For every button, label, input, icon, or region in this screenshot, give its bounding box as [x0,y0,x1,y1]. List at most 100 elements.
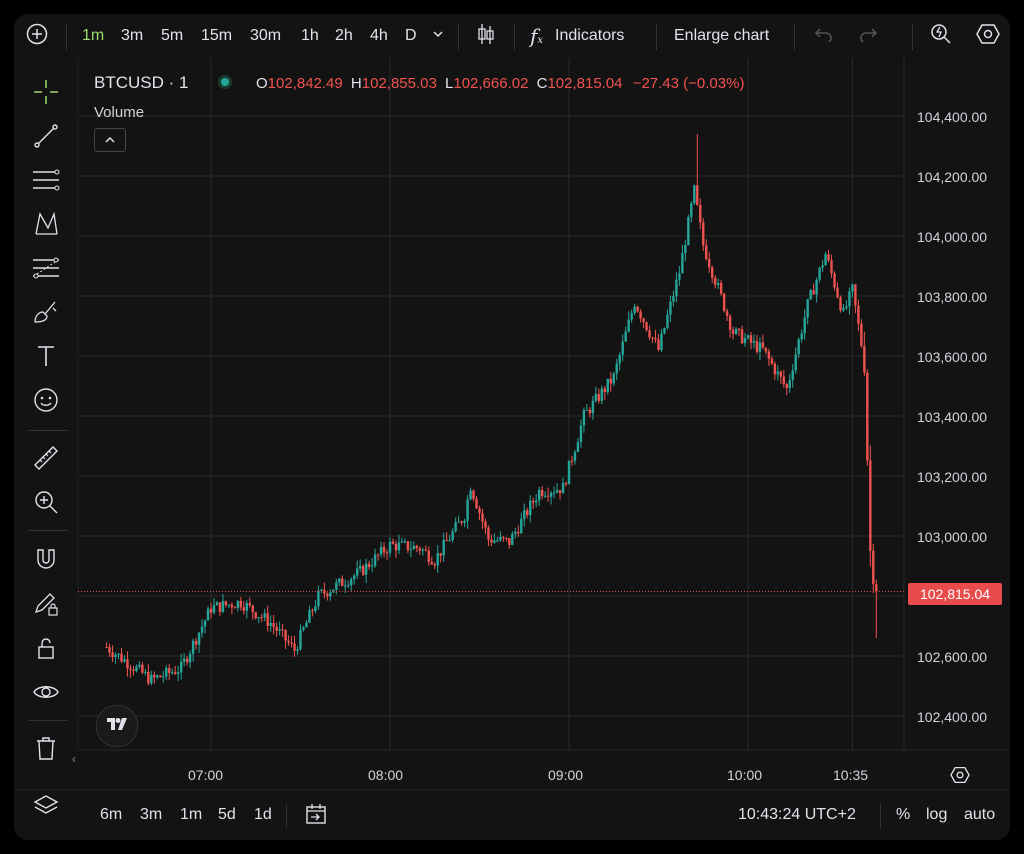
candle-body [335,582,338,590]
price-chart[interactable] [14,14,1010,840]
remove-drawings-tool[interactable] [28,732,64,768]
settings-button[interactable] [976,14,1000,58]
enlarge-chart-button[interactable]: Enlarge chart [674,27,770,44]
candle-body [848,291,851,307]
interval-5m[interactable]: 5m [161,27,184,44]
candle-body [245,602,248,611]
candle-body [439,553,442,556]
hexagon-settings-icon [950,766,970,788]
interval-30m[interactable]: 30m [250,27,282,44]
candle-body [749,335,753,343]
chart-type-button[interactable] [476,14,496,58]
collapse-legend-button[interactable] [94,128,126,152]
candle-body [636,306,639,312]
measure-tool[interactable] [28,442,64,478]
candle-body [123,659,126,662]
candle-body [141,664,144,673]
fib-tool[interactable] [28,252,64,288]
undo-button[interactable] [814,14,834,58]
candle-body [406,541,410,551]
interval-4h[interactable]: 4h [370,27,388,44]
tradingview-logo[interactable] [96,705,138,747]
collapse-toolbar-arrow[interactable]: ‹ [72,752,76,766]
candle-body [618,354,621,364]
candle-body [836,287,839,298]
candle-body [684,245,687,254]
time-tick: 08:00 [368,767,404,783]
candle-body [537,489,541,501]
candle-body [591,400,595,414]
axis-settings-button[interactable] [950,766,970,789]
range-3m[interactable]: 3m [140,806,163,823]
candle-body [708,259,711,268]
candle-body [549,492,553,497]
candle-body [687,216,690,246]
pattern-tool[interactable] [28,208,64,244]
redo-button[interactable] [858,14,878,58]
crosshair-tool[interactable] [28,76,64,112]
candle-body [612,373,615,384]
indicators-button[interactable]: fx Indicators [530,24,625,48]
object-tree-tool[interactable] [28,790,64,826]
candle-body [427,550,430,562]
clock-timezone[interactable]: 10:43:24 UTC+2 [738,806,856,823]
interval-15m[interactable]: 15m [201,27,233,44]
text-tool[interactable] [28,340,64,376]
redo-icon [858,26,878,47]
candle-body [275,626,278,631]
candle-body [570,460,574,462]
candle-body [478,508,481,514]
candle-body [818,267,821,280]
brush-tool[interactable] [28,296,64,332]
range-5d[interactable]: 5d [218,806,236,823]
candle-body [126,659,129,669]
candle-body [540,489,544,497]
candle-body [809,290,812,300]
candle-body [546,495,550,497]
interval-1h[interactable]: 1h [301,27,319,44]
emoji-tool[interactable] [28,384,64,420]
candle-body [728,315,732,330]
range-1d[interactable]: 1d [254,806,272,823]
candle-body [872,550,875,585]
trend-line-tool[interactable] [28,120,64,156]
candle-body [182,658,186,662]
auto-scale-toggle[interactable]: auto [964,806,996,823]
interval-1m[interactable]: 1m [82,27,105,44]
zoom-in-tool[interactable] [28,486,64,522]
interval-d[interactable]: D [405,27,417,44]
candle-body [875,584,878,592]
price-tick: 103,800.00 [917,289,988,305]
candle-body [609,378,612,384]
divider [912,24,913,50]
candle-body [657,339,660,350]
quick-search-button[interactable] [930,14,952,58]
volume-indicator-label[interactable]: Volume [94,104,145,121]
range-1m[interactable]: 1m [180,806,203,823]
range-6m[interactable]: 6m [100,806,123,823]
percent-scale-toggle[interactable]: % [896,806,911,823]
candle-body [737,328,741,330]
interval-2h[interactable]: 2h [335,27,353,44]
interval-3m[interactable]: 3m [121,27,144,44]
magnet-tool[interactable] [28,544,64,580]
horizontal-lines-tool[interactable] [28,164,64,200]
hide-drawings-tool[interactable] [28,676,64,712]
symbol-title[interactable]: BTCUSD · 1 [94,73,189,92]
interval-dropdown[interactable] [432,14,444,58]
ruler-icon [32,444,60,477]
lock-drawings-tool[interactable] [28,588,64,624]
lock-all-tool[interactable] [28,632,64,668]
time-tick: 10:35 [833,767,869,783]
candle-body [373,554,377,566]
candle-body [776,371,780,375]
close-value: 102,815.04 [547,75,623,92]
candle-body [350,579,353,586]
candle-body [302,627,305,630]
add-symbol-button[interactable] [26,14,48,58]
candle-body [176,672,180,674]
candle-body [567,460,571,485]
candle-body [517,531,520,534]
log-scale-toggle[interactable]: log [926,806,948,823]
goto-date-button[interactable] [304,802,328,831]
